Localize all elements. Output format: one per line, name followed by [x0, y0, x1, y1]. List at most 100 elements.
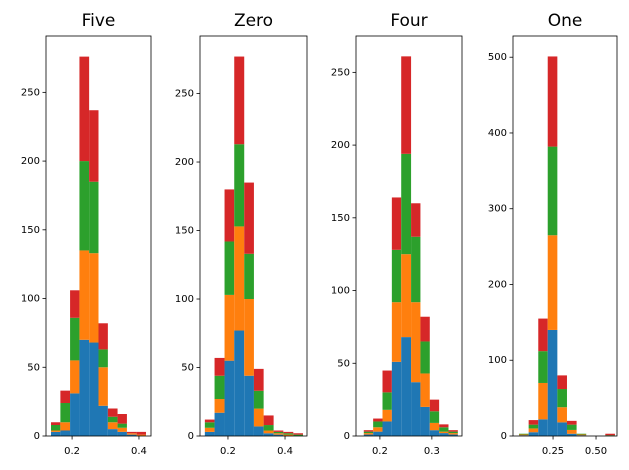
histogram-bar [107, 422, 118, 430]
histogram-bar [363, 434, 374, 436]
histogram-bar [538, 318, 548, 352]
y-tick-label: 0 [501, 431, 507, 442]
histogram-bar [89, 110, 99, 182]
histogram-bar [538, 382, 548, 420]
y-tick-label: 100 [21, 294, 40, 305]
histogram-bar [117, 423, 127, 428]
histogram-bar [401, 153, 412, 255]
histogram-bar [60, 390, 71, 404]
histogram-bar [576, 433, 587, 435]
histogram-bar [244, 375, 254, 436]
histogram-bar [51, 430, 61, 432]
y-tick-label: 200 [175, 157, 194, 168]
subplot-title: One [548, 11, 583, 31]
histogram-bar [204, 419, 215, 423]
x-tick-label: 0.3 [424, 446, 440, 457]
histogram-bar [401, 56, 412, 154]
histogram-bar [401, 337, 412, 436]
histogram-bar [373, 421, 383, 428]
histogram-bar [391, 197, 402, 250]
y-tick-label: 150 [175, 226, 194, 237]
histogram-bar [79, 339, 90, 436]
y-tick-label: 50 [27, 362, 40, 373]
histogram-bar [126, 431, 137, 434]
histogram-bar [89, 181, 99, 254]
histogram-bar [51, 425, 61, 431]
histogram-bar [448, 431, 458, 434]
y-tick-label: 200 [21, 156, 40, 167]
histogram-bar [89, 342, 99, 436]
histogram-bar [293, 433, 304, 435]
histogram-bar [273, 433, 284, 435]
histogram-bar [363, 433, 374, 435]
y-tick-label: 50 [337, 358, 350, 369]
y-tick-label: 300 [488, 204, 507, 215]
axes-frame [199, 35, 308, 437]
histogram-bar [547, 235, 558, 330]
histogram-bar [244, 182, 254, 254]
axes-frame [45, 35, 152, 437]
histogram-bar [411, 382, 421, 436]
histogram-bar [401, 254, 412, 338]
histogram-bar [420, 316, 430, 342]
histogram-bar [547, 329, 558, 436]
histogram-bar [411, 236, 421, 303]
x-tick-label: 0.25 [542, 446, 564, 457]
x-tick-label: 0.2 [220, 446, 236, 457]
histogram-bar [566, 420, 577, 425]
histogram-bar [214, 399, 225, 413]
histogram-bar [253, 426, 264, 436]
histogram-bar [224, 241, 235, 295]
y-tick-label: 150 [331, 213, 350, 224]
histogram-bar [293, 434, 304, 436]
histogram-bar [224, 189, 235, 242]
histogram-bar [136, 431, 146, 435]
histogram-bar [107, 416, 118, 423]
x-tick-label: 0.4 [131, 446, 147, 457]
y-tick-label: 200 [488, 279, 507, 290]
histogram-bar [60, 430, 71, 436]
histogram-bar [70, 317, 80, 361]
histogram-bar [605, 433, 615, 436]
histogram-bar [234, 56, 245, 145]
histogram-bar [263, 415, 274, 426]
x-tick-label: 0.2 [64, 446, 80, 457]
subplot-title: Four [390, 11, 427, 31]
histogram-bar [439, 433, 449, 436]
histogram-bar [273, 430, 284, 432]
histogram-bar [363, 431, 374, 434]
histogram-bar [391, 249, 402, 303]
histogram-bar [547, 56, 558, 147]
histogram-bar [117, 427, 127, 432]
subplot-title: Five [82, 11, 116, 31]
histogram-bar [214, 375, 225, 400]
x-tick-label: 0.50 [585, 446, 607, 457]
histogram-bar [98, 323, 108, 350]
histogram-bar [117, 431, 127, 436]
histogram-bar [117, 414, 127, 424]
histogram-bar [576, 434, 587, 436]
y-tick-label: 50 [181, 363, 194, 374]
axes-frame [355, 35, 463, 437]
y-tick-label: 250 [175, 89, 194, 100]
histogram-bar [557, 375, 567, 390]
histogram-bar [283, 431, 294, 434]
histogram-bar [98, 367, 108, 406]
histogram-bar [439, 431, 449, 434]
histogram-bar [557, 389, 567, 408]
histogram-bar [420, 341, 430, 374]
histogram-bar [79, 250, 90, 340]
histogram-bar [273, 434, 284, 436]
histogram-bar [420, 373, 430, 407]
histogram-bar [439, 424, 449, 428]
histogram-bar [448, 434, 458, 436]
subplot-title: Zero [234, 11, 273, 31]
histogram-bar [382, 421, 392, 436]
histogram-bar [528, 424, 539, 429]
x-tick-label: 0.4 [277, 446, 293, 457]
histogram-bar [448, 430, 458, 432]
histogram-bar [204, 427, 215, 432]
histogram-bar [70, 360, 80, 394]
y-tick-label: 0 [344, 431, 350, 442]
y-tick-label: 0 [188, 431, 194, 442]
